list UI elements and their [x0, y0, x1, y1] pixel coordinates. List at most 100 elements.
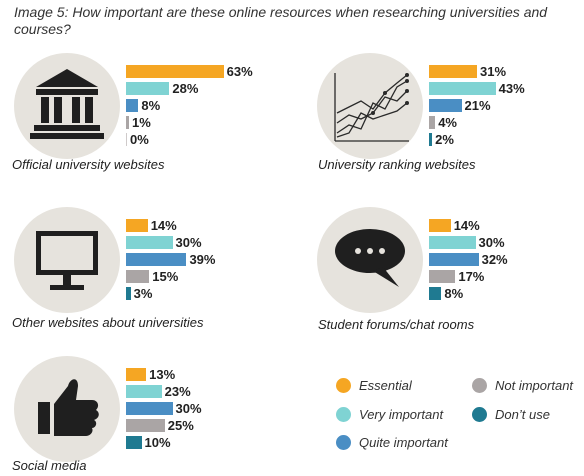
bar-row-quite-important: 39% [126, 252, 216, 267]
bar-row-not-important: 4% [429, 115, 457, 130]
data-label-dont-use: 2% [435, 132, 454, 147]
thumbs-up-icon [14, 356, 120, 462]
chart-title: Image 5: How important are these online … [14, 4, 548, 37]
data-label-quite-important: 32% [481, 252, 508, 267]
bar-very-important [429, 82, 496, 95]
panel-caption: Other websites about universities [12, 315, 204, 330]
data-label-not-important: 25% [167, 418, 194, 433]
legend-label: Essential [359, 378, 412, 393]
data-label-very-important: 30% [478, 235, 505, 250]
legend-not-important: Not important [472, 378, 573, 393]
bar-row-quite-important: 30% [126, 401, 202, 416]
chat-bubble-icon [317, 207, 423, 313]
data-label-essential: 31% [480, 64, 507, 79]
bar-very-important [429, 236, 476, 249]
legend-dont-use: Don’t use [472, 407, 550, 422]
panel-caption: Official university websites [12, 157, 165, 172]
bar-row-not-important: 15% [126, 269, 179, 284]
legend-label: Not important [495, 378, 574, 393]
data-label-quite-important: 8% [141, 98, 161, 113]
bar-row-very-important: 28% [126, 81, 198, 96]
data-label-quite-important: 21% [464, 98, 491, 113]
ranking-chart-icon [317, 53, 423, 159]
bar-row-essential: 14% [429, 218, 480, 233]
bar-row-essential: 63% [126, 64, 253, 79]
data-label-not-important: 1% [132, 115, 151, 130]
data-label-dont-use: 3% [133, 286, 153, 301]
bar-dont-use [429, 287, 442, 300]
data-label-very-important: 30% [175, 235, 202, 250]
data-label-dont-use: 10% [144, 435, 171, 450]
bar-row-quite-important: 32% [429, 252, 508, 267]
bar-essential [126, 65, 224, 78]
data-label-dont-use: 0% [130, 132, 149, 147]
data-label-quite-important: 30% [175, 401, 202, 416]
bar-row-essential: 13% [126, 367, 176, 382]
bar-not-important [126, 270, 150, 283]
bar-row-quite-important: 21% [429, 98, 491, 113]
legend-dot [472, 378, 487, 393]
legend-essential: Essential [336, 378, 412, 393]
data-label-very-important: 23% [164, 384, 191, 399]
bar-row-very-important: 30% [429, 235, 505, 250]
bar-dont-use [126, 287, 131, 300]
data-label-dont-use: 8% [444, 286, 464, 301]
bar-quite-important [126, 253, 187, 266]
bar-not-important [126, 419, 165, 432]
legend-label: Very important [359, 407, 444, 422]
bar-quite-important [429, 253, 479, 266]
panel-caption: Student forums/chat rooms [318, 317, 475, 332]
data-label-quite-important: 39% [189, 252, 216, 267]
legend-dot [336, 378, 351, 393]
bar-not-important [126, 116, 129, 129]
bar-row-not-important: 17% [429, 269, 485, 284]
legend-very-important: Very important [336, 407, 443, 422]
bar-row-essential: 14% [126, 218, 177, 233]
bar-row-dont-use: 8% [429, 286, 464, 301]
bar-not-important [429, 270, 456, 283]
bar-quite-important [126, 99, 139, 112]
bar-row-very-important: 30% [126, 235, 202, 250]
bar-row-dont-use: 0% [126, 132, 149, 147]
panel-official-university-websites: 63% 28% 8% 1% 0% Official university website… [12, 53, 304, 178]
legend-label: Don’t use [495, 407, 550, 422]
data-label-very-important: 43% [498, 81, 525, 96]
bar-row-quite-important: 8% [126, 98, 161, 113]
data-label-not-important: 15% [152, 269, 179, 284]
data-label-essential: 14% [150, 218, 177, 233]
bar-row-very-important: 23% [126, 384, 191, 399]
bars: 13% 23% 30% 25% 10% [126, 356, 316, 450]
legend-dot [336, 407, 351, 422]
bar-very-important [126, 385, 162, 398]
data-label-not-important: 17% [458, 269, 485, 284]
panel-university-ranking-websites: 31% 43% 21% 4% 2% University ranking website… [317, 53, 582, 178]
computer-monitor-icon [14, 207, 120, 313]
legend-dot [336, 435, 351, 450]
bars: 63% 28% 8% 1% 0% [126, 53, 316, 147]
bar-dont-use [429, 133, 433, 146]
bar-very-important [126, 82, 170, 95]
panel-other-websites-about-universities: 14% 30% 39% 15% 3% Other websites about univ… [12, 207, 304, 332]
bar-essential [429, 219, 451, 232]
bar-essential [126, 368, 147, 381]
bar-row-dont-use: 3% [126, 286, 153, 301]
panel-student-forums-chat-rooms: 14% 30% 32% 17% 8% Student forums/chat rooms [317, 207, 582, 332]
panel-caption: University ranking websites [318, 157, 476, 172]
legend-quite-important: Quite important [336, 435, 448, 450]
data-label-essential: 14% [453, 218, 480, 233]
legend-label: Quite important [359, 435, 448, 450]
bar-quite-important [126, 402, 173, 415]
bar-dont-use [126, 133, 127, 146]
data-label-not-important: 4% [438, 115, 457, 130]
bars: 14% 30% 39% 15% 3% [126, 207, 316, 301]
bars: 31% 43% 21% 4% 2% [429, 53, 584, 147]
bar-dont-use [126, 436, 142, 449]
bar-essential [429, 65, 478, 78]
data-label-essential: 13% [149, 367, 176, 382]
bar-very-important [126, 236, 173, 249]
bar-row-not-important: 1% [126, 115, 151, 130]
bar-row-very-important: 43% [429, 81, 525, 96]
bars: 14% 30% 32% 17% 8% [429, 207, 584, 301]
bar-essential [126, 219, 148, 232]
bar-row-not-important: 25% [126, 418, 194, 433]
